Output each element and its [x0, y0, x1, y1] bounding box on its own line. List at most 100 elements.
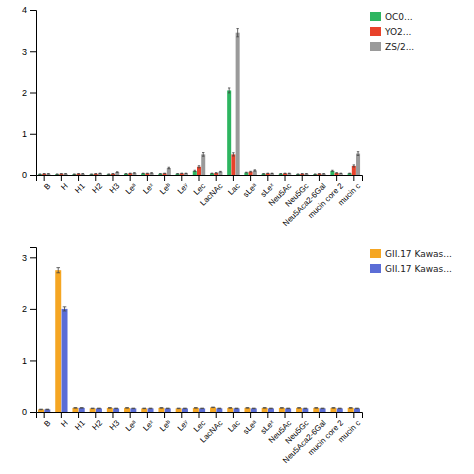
bar: [244, 173, 248, 175]
x-tick-label: H3: [108, 418, 122, 432]
y-tick: 0: [22, 170, 36, 180]
x-tick: mucin c: [336, 412, 362, 444]
x-tick-label: mucin c: [336, 182, 362, 208]
x-tick-mark: [112, 175, 113, 181]
x-tick: Leʸ: [176, 175, 191, 196]
error-bar: [39, 174, 41, 175]
bar: [55, 270, 61, 412]
x-tick-label: Leᵇ: [158, 182, 173, 197]
error-bar: [63, 307, 67, 311]
x-tick-label: H2: [91, 418, 105, 432]
y-tick: 1: [22, 129, 36, 139]
error-bar: [82, 173, 84, 174]
bar: [313, 408, 319, 412]
y-axis: 01234: [22, 5, 37, 180]
bar: [262, 174, 266, 175]
error-bar: [202, 153, 204, 157]
error-bar: [99, 173, 101, 174]
x-tick: B: [42, 412, 52, 429]
bar: [180, 173, 184, 175]
error-bars: [39, 268, 352, 410]
error-bar: [262, 173, 264, 174]
x-axis: BHH1H2H3LeᵃLeˣLeᵇLeʸLecLacNAcLacsLeᵃsLeˣ…: [37, 175, 363, 228]
x-tick-mark: [285, 412, 286, 418]
bar: [249, 172, 253, 175]
bar: [141, 408, 147, 412]
bar: [98, 173, 102, 175]
legend-swatch: [370, 12, 381, 21]
error-bar: [318, 173, 320, 174]
error-bar: [168, 167, 170, 168]
bar: [268, 408, 274, 412]
y-tick-mark: [30, 175, 36, 176]
x-tick-mark: [130, 175, 131, 181]
bar-series: [42, 154, 356, 175]
x-tick: H2: [91, 175, 105, 195]
bar: [90, 174, 94, 175]
error-bars: [39, 88, 351, 174]
bar: [320, 408, 326, 412]
error-bar: [108, 407, 112, 409]
x-tick-label: mucin c: [336, 419, 362, 445]
x-tick-mark: [164, 175, 165, 181]
bar: [283, 173, 287, 175]
bar: [322, 174, 326, 175]
x-tick: Leᵃ: [124, 175, 139, 196]
error-bar: [297, 174, 299, 175]
bar: [304, 174, 308, 175]
x-tick-mark: [353, 175, 354, 181]
bar: [150, 173, 154, 175]
bar: [279, 174, 283, 175]
legend-swatch: [370, 27, 381, 36]
bar: [141, 173, 145, 175]
error-bar: [194, 170, 196, 171]
bar: [330, 171, 334, 175]
bar: [124, 408, 130, 412]
bar: [227, 408, 233, 412]
x-tick-label: Lac: [226, 419, 241, 434]
bar: [285, 408, 291, 412]
axis-line: [37, 176, 363, 182]
bar: [236, 33, 240, 175]
bar-series: [46, 33, 360, 175]
error-bar: [297, 407, 301, 409]
bar: [128, 173, 132, 175]
y-tick-label: 4: [22, 5, 27, 15]
x-tick-mark: [78, 412, 79, 418]
y-tick-label: 3: [22, 47, 27, 57]
legend-label: ZS/2...: [385, 42, 414, 52]
x-tick-label: Leᵇ: [158, 419, 173, 434]
bar: [270, 173, 274, 175]
error-bar: [249, 171, 251, 173]
x-tick-label: Leˣ: [141, 181, 156, 196]
axis-line: [30, 11, 37, 176]
error-bar: [335, 172, 337, 173]
bar: [44, 409, 50, 412]
error-bar: [132, 408, 136, 410]
x-tick-mark: [336, 175, 337, 181]
error-bar: [322, 173, 324, 174]
bar: [193, 408, 199, 412]
error-bar: [97, 408, 101, 410]
x-tick-mark: [78, 175, 79, 181]
x-tick: H1: [73, 412, 87, 432]
x-tick-mark: [233, 175, 234, 181]
bar: [113, 408, 119, 412]
x-tick-mark: [199, 175, 200, 181]
x-tick: Leʸ: [176, 412, 191, 433]
x-tick-label: Leˣ: [141, 418, 156, 433]
x-tick: Lac: [226, 412, 241, 434]
bar: [251, 408, 257, 412]
error-bar: [129, 173, 131, 174]
bar: [231, 154, 235, 175]
bar: [96, 408, 102, 412]
x-tick-mark: [61, 175, 62, 181]
x-tick: Leᵇ: [158, 175, 173, 196]
x-tick-mark: [216, 175, 217, 181]
x-tick: LacNAc: [198, 175, 224, 208]
legend-item: GII.17 Kawas...: [370, 249, 452, 259]
x-tick-mark: [302, 412, 303, 418]
x-tick-mark: [164, 412, 165, 418]
plot-area: [38, 29, 360, 175]
x-tick-label: H3: [108, 181, 122, 195]
